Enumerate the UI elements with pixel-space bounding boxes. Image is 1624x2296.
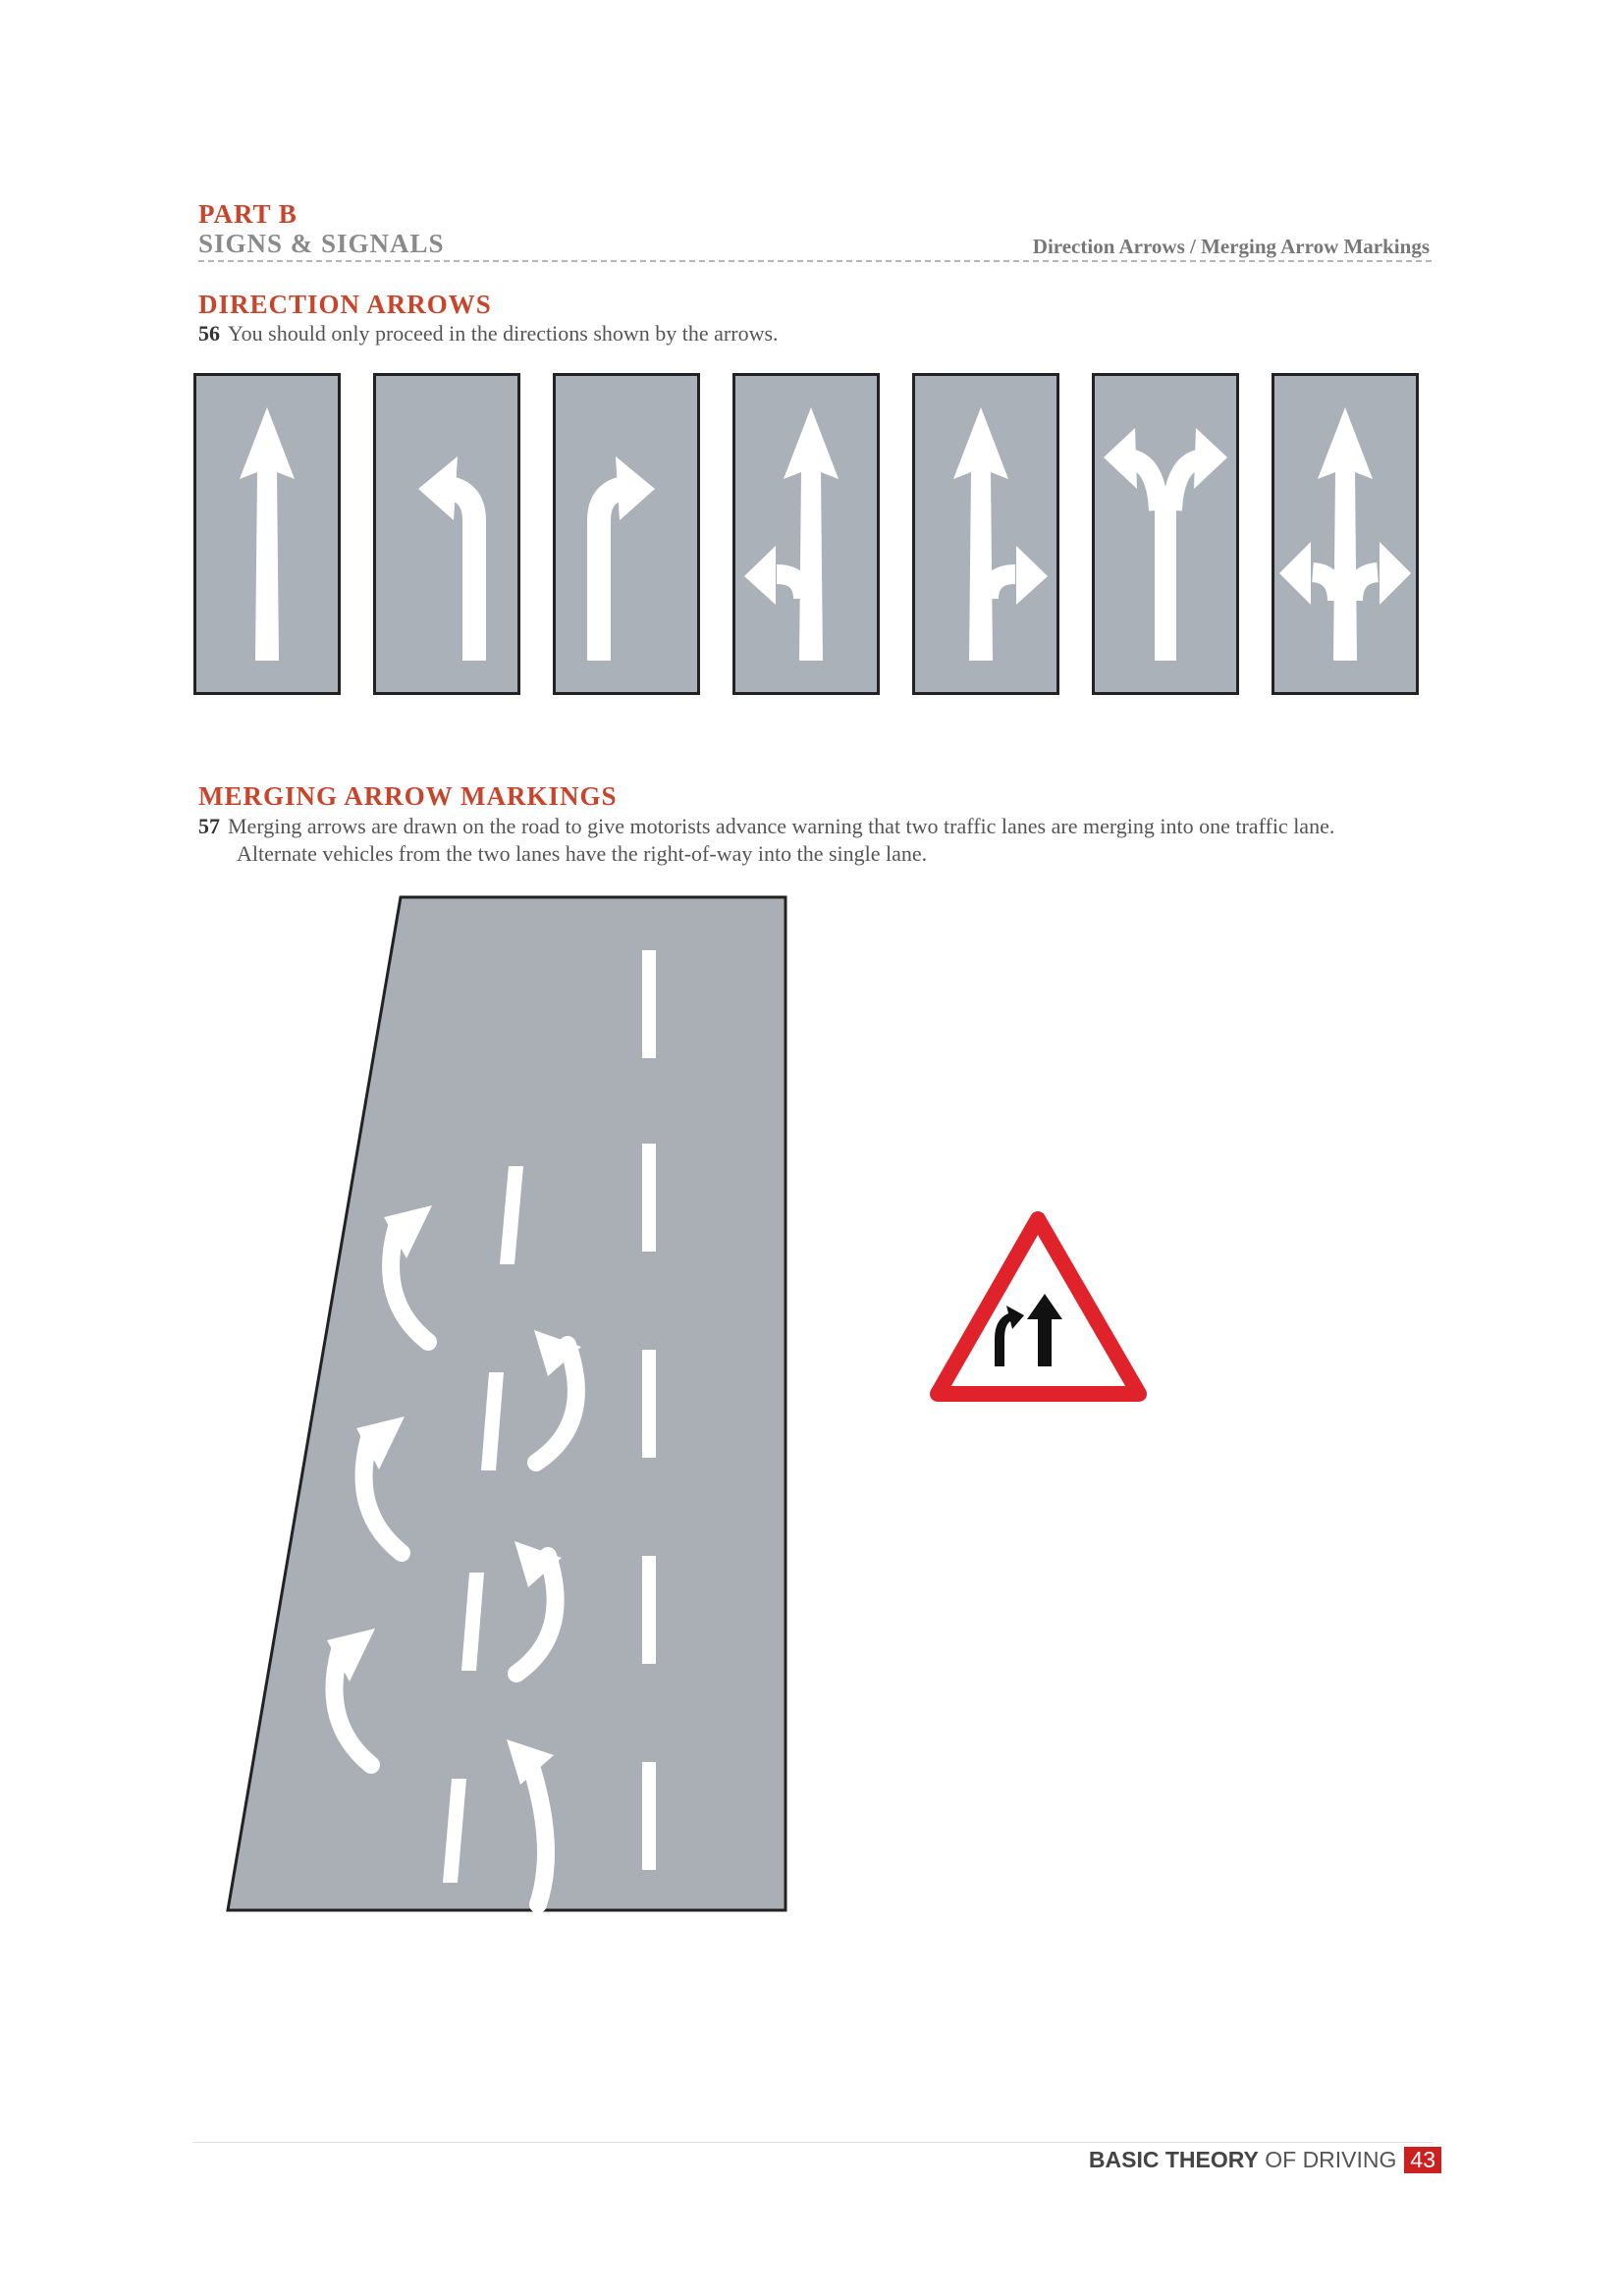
header-topic: Direction Arrows / Merging Arrow Marking… — [1032, 235, 1430, 258]
merging-traffic-warning-sign-icon — [930, 1211, 1147, 1402]
page-footer: BASIC THEORY OF DRIVING 43 — [1089, 2147, 1441, 2173]
straight-left-or-right-arrow-icon — [1272, 373, 1419, 695]
footer-book-title-bold: BASIC THEORY — [1088, 2147, 1259, 2172]
direction-arrows-heading: DIRECTION ARROWS — [198, 290, 492, 319]
merging-arrows-paragraph: 57 Merging arrows are drawn on the road t… — [198, 813, 1445, 868]
merging-road-illustration — [226, 895, 787, 1913]
header-divider — [198, 260, 1432, 262]
paragraph-number: 57 — [198, 814, 220, 838]
merging-lane-dashes — [443, 1166, 523, 1883]
part-label: PART B — [198, 199, 298, 229]
left-merge-arrows — [325, 1218, 437, 1774]
straight-arrow-icon — [193, 373, 341, 695]
paragraph-text-line1: Merging arrows are drawn on the road to … — [228, 814, 1335, 838]
straight-or-right-arrow-icon — [912, 373, 1059, 695]
right-merge-arrows — [508, 1336, 585, 1913]
straight-or-left-arrow-icon — [732, 373, 880, 695]
direction-arrows-paragraph: 56 You should only proceed in the directi… — [198, 321, 779, 347]
section-title: SIGNS & SIGNALS — [198, 229, 445, 258]
paragraph-number: 56 — [198, 321, 220, 346]
footer-book-title-rest: OF DRIVING — [1265, 2147, 1397, 2172]
page-number-badge: 43 — [1404, 2147, 1441, 2173]
paragraph-text-line2: Alternate vehicles from the two lanes ha… — [237, 841, 928, 866]
left-or-right-arrow-icon — [1092, 373, 1239, 695]
center-lane-dashes — [642, 950, 656, 1870]
left-turn-arrow-icon — [373, 373, 520, 695]
merging-arrows-heading: MERGING ARROW MARKINGS — [198, 781, 618, 811]
footer-divider — [192, 2142, 1434, 2143]
paragraph-text: You should only proceed in the direction… — [228, 321, 779, 346]
right-turn-arrow-icon — [553, 373, 700, 695]
